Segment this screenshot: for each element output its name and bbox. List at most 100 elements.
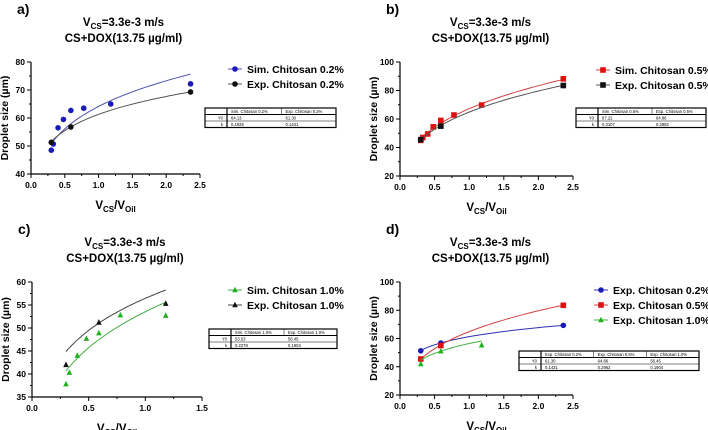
panel-d: d) VCS=3.3e-3 m/s CS+DOX(13.75 µg/ml) 0.0 0.…	[354, 215, 708, 430]
panel-label: d)	[386, 221, 399, 237]
chart-title-line1: VCS=3.3e-3 m/s	[450, 17, 531, 31]
y-tick-label: 80	[385, 305, 395, 315]
table-header-cell: Exp. Chitosan 1.0%	[650, 352, 687, 357]
data-point	[162, 312, 169, 318]
data-point	[96, 319, 102, 325]
data-point	[417, 356, 424, 362]
y-tick-label: 80	[16, 57, 26, 67]
legend-marker	[232, 66, 238, 72]
legend-label: Exp. Chitosan 1.0%	[247, 300, 345, 312]
fit-curve-0	[420, 78, 564, 139]
panel-label: b)	[386, 1, 399, 17]
title-v: V	[84, 237, 92, 249]
y-tick-label: 40	[16, 169, 26, 179]
legend-marker	[232, 301, 238, 308]
xlabel-sub: Oil	[127, 428, 138, 430]
y-tick-label: 100	[380, 57, 394, 67]
y-axis-label: Droplet size (µm)	[368, 296, 380, 381]
data-point	[63, 361, 69, 368]
x-tick-label: 2.0	[160, 180, 172, 190]
title-rest: =3.3e-3 m/s	[103, 237, 165, 249]
parameter-table	[518, 350, 700, 372]
table-cell: 56.45	[288, 337, 299, 342]
x-tick-label: 0.0	[25, 180, 37, 190]
data-point	[417, 347, 424, 354]
table-header-cell: Sim. Chitosan 1.0%	[235, 330, 272, 335]
legend-label: Exp. Chitosan 0.2%	[613, 285, 708, 297]
legend-marker	[598, 302, 604, 308]
table-cell: 56.45	[650, 359, 661, 364]
panel-a: a) VCS=3.3e-3 m/s CS+DOX(13.75 µg/ml) 0.0 0.…	[0, 0, 354, 215]
table-cell: 61.30	[545, 359, 556, 364]
title-sub: CS	[92, 242, 104, 251]
panel-c: c) VCS=3.3e-3 m/s CS+DOX(13.75 µg/ml) 0.0 0.…	[0, 215, 354, 430]
x-tick-label: 2.5	[567, 401, 579, 411]
legend-label: Sim. Chitosan 0.2%	[247, 64, 345, 76]
xlabel-sub: CS	[105, 428, 117, 430]
y-axis-label: Droplet size (µm)	[368, 77, 380, 162]
data-point	[48, 139, 55, 146]
data-point	[478, 102, 485, 108]
legend-label: Exp. Chitosan 0.5%	[613, 300, 708, 312]
legend-marker	[598, 287, 604, 293]
x-axis-label: VCS/VOil	[95, 200, 135, 214]
y-tick-label: 60	[385, 114, 395, 124]
xlabel-mid: /V	[485, 202, 496, 214]
fit-curve-0	[420, 324, 564, 351]
legend-marker	[600, 82, 606, 88]
chart-svg: d)VCS=3.3e-3 m/sCS+DOX(13.75 µg/ml)0.0 0.…	[368, 221, 708, 430]
table-cell: k	[225, 343, 228, 348]
table-header-cell: Exp. Chitosan 0.2%	[545, 352, 582, 357]
title-v: V	[450, 237, 458, 249]
table-cell: Y0	[218, 116, 224, 121]
y-axis-label: Droplet size (µm)	[0, 76, 11, 161]
chart-title-line1: VCS=3.3e-3 m/s	[84, 237, 165, 251]
table-cell: k	[592, 122, 595, 127]
x-tick-label: 2.0	[532, 401, 544, 411]
parameter-table	[208, 328, 338, 350]
x-tick-label: 1.5	[498, 401, 510, 411]
table-cell: k	[535, 365, 538, 370]
data-point	[63, 380, 69, 387]
xlabel-v: V	[466, 421, 474, 430]
fit-curve-1	[50, 91, 191, 142]
data-point	[187, 89, 194, 95]
data-point	[48, 147, 55, 153]
table-header-cell: Sim. Chitosan 0.2%	[231, 109, 268, 114]
data-point	[55, 125, 61, 131]
chart-title-line2: CS+DOX(13.75 µg/ml)	[432, 253, 550, 265]
legend-label: Exp. Chitosan 1.0%	[613, 315, 708, 327]
chart-title-line1: VCS=3.3e-3 m/s	[83, 17, 164, 31]
xlabel-sub: Oil	[496, 426, 507, 430]
table-header-cell: Sim. Chitosan 0.5%	[602, 109, 639, 114]
chart-title-line2: CS+DOX(13.75 µg/ml)	[65, 33, 183, 45]
xlabel-v: V	[97, 423, 105, 430]
x-tick-label: 1.5	[126, 180, 138, 190]
legend-label: Exp. Chitosan 0.2%	[247, 79, 345, 91]
y-tick-label: 35	[17, 392, 27, 402]
parameter-table	[575, 107, 707, 129]
x-tick-label: 1.0	[463, 182, 475, 192]
x-tick-label: 1.0	[139, 403, 151, 413]
table-cell: 64.13	[231, 116, 242, 121]
data-point	[80, 105, 87, 111]
data-point	[430, 124, 437, 130]
fit-curve-0	[50, 73, 191, 144]
table-header-cell: Exp. Chitosan 0.5%	[656, 109, 693, 114]
x-axis-label: VCS/VOil	[97, 423, 137, 430]
y-tick-label: 70	[16, 85, 26, 95]
panel-label: c)	[18, 221, 30, 237]
y-tick-label: 50	[17, 323, 27, 333]
chart-title-line2: CS+DOX(13.75 µg/ml)	[66, 253, 184, 265]
chart-title-line1: VCS=3.3e-3 m/s	[450, 237, 531, 251]
y-tick-label: 40	[385, 362, 395, 372]
legend-marker	[232, 286, 238, 293]
data-point	[438, 347, 444, 354]
chart-svg: a)VCS=3.3e-3 m/sCS+DOX(13.75 µg/ml)0.0 0.…	[0, 1, 345, 214]
y-tick-label: 40	[17, 369, 27, 379]
data-point	[560, 76, 567, 82]
data-point	[117, 311, 124, 318]
table-cell: 0.3107	[602, 122, 615, 127]
title-sub: CS	[458, 242, 470, 251]
title-sub: CS	[458, 22, 470, 31]
